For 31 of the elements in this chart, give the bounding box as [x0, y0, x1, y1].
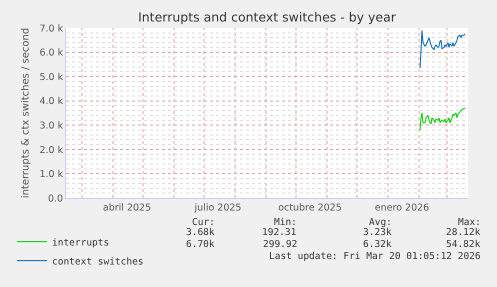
y-tick-label: 4.0 k: [39, 96, 64, 108]
y-tick-label: 0.0: [48, 193, 64, 204]
y-tick-label: 7.0 k: [39, 23, 64, 34]
text: 54.82k: [446, 239, 481, 250]
y-tick-label: 5.0 k: [39, 72, 64, 83]
y-axis-title: interrupts & ctx switches / second: [20, 28, 32, 198]
text: 192.31: [262, 227, 297, 238]
x-tick-label: abril 2025: [102, 202, 152, 214]
text: Last update: Fri Mar 20 01:05:12 2026: [269, 251, 481, 262]
x-tick-label: julio 2025: [194, 202, 242, 214]
y-tick-label: 1.0 k: [39, 169, 64, 180]
text: Cur:: [192, 217, 215, 228]
text: 28.12k: [446, 227, 481, 238]
line-series: [420, 30, 466, 69]
x-tick-label: enero 2026: [374, 202, 430, 214]
chart-title: Interrupts and context switches - by year: [138, 9, 397, 24]
legend-label: context switches: [52, 256, 144, 268]
text: Min:: [274, 217, 297, 228]
text: 3.68k: [186, 227, 215, 238]
text: Avg:: [369, 217, 392, 228]
x-tick-label: octubre 2025: [278, 202, 342, 214]
text: 6.32k: [363, 239, 392, 250]
y-tick-label: 2.0 k: [39, 144, 64, 156]
y-tick-label: 6.0 k: [39, 48, 64, 59]
text: 3.23k: [363, 227, 392, 238]
text: 6.70k: [186, 239, 215, 250]
y-tick-label: 3.0 k: [39, 120, 64, 132]
text: 299.92: [263, 239, 298, 250]
line-series: [420, 108, 466, 130]
text: Max:: [458, 217, 481, 228]
legend-label: interrupts: [52, 237, 110, 248]
